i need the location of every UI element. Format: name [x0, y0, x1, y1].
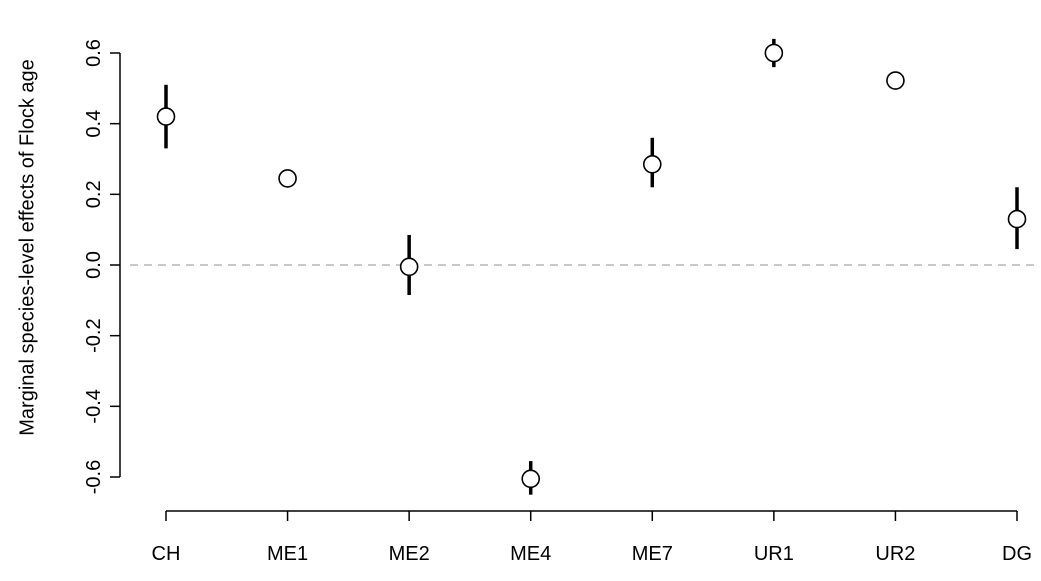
- point-me4: [521, 469, 541, 489]
- x-axis: CH ME1 ME2 ME4 ME7 UR1 UR2 DG: [152, 510, 1032, 565]
- x-tick-label: CH: [152, 543, 181, 565]
- x-tick-label: UR1: [754, 543, 794, 565]
- y-axis-label: Marginal species-level effects of Flock …: [16, 59, 38, 435]
- point-me7: [642, 155, 662, 174]
- point-me1: [278, 169, 297, 188]
- y-tick-label: 0.4: [83, 110, 105, 138]
- y-tick-label: -0.4: [83, 389, 105, 423]
- x-tick-label: ME2: [389, 543, 430, 565]
- y-tick-label: 0.6: [83, 39, 105, 67]
- x-tick-label: ME1: [267, 543, 308, 565]
- y-tick-label: -0.2: [83, 318, 105, 352]
- y-tick-label: 0.0: [83, 251, 105, 279]
- x-tick-label: ME4: [510, 543, 551, 565]
- point-dg: [1007, 209, 1027, 229]
- point-ch: [156, 107, 176, 126]
- x-tick-label: DG: [1002, 543, 1032, 565]
- x-tick-label: UR2: [875, 543, 915, 565]
- point-me2: [399, 257, 419, 277]
- y-axis: -0.6 -0.4 -0.2 0.0 0.2 0.4 0.6: [83, 39, 121, 494]
- x-tick-label: ME7: [632, 543, 673, 565]
- point-ur1: [764, 43, 784, 63]
- y-tick-label: 0.2: [83, 180, 105, 208]
- point-ur2: [886, 71, 905, 90]
- data-series: [156, 38, 1027, 495]
- y-tick-label: -0.6: [83, 460, 105, 494]
